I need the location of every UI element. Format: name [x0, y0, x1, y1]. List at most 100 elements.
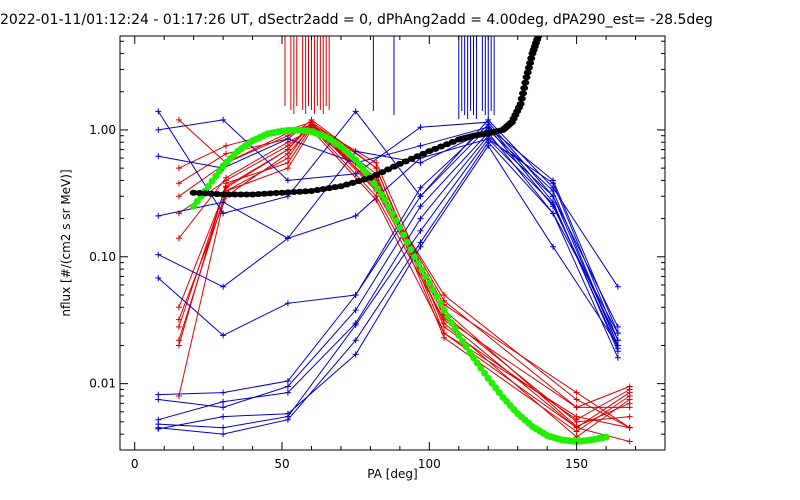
- blue-2-point-0: [155, 126, 162, 133]
- red-8-point-5: [441, 291, 448, 298]
- blue-8-point-2: [284, 383, 291, 390]
- blue-1-point-1: [220, 210, 227, 217]
- blue-2-point-2: [284, 177, 291, 184]
- blue-4-line: [158, 138, 619, 341]
- fit-green-dot-77: [473, 359, 481, 367]
- red-12-line: [178, 129, 630, 429]
- blue-4-point-0: [155, 212, 162, 219]
- fit-green-dot-72: [455, 331, 463, 339]
- fit-black-dot-78: [526, 60, 535, 67]
- fit-black-dot-4: [213, 191, 222, 198]
- blue-12-point-2: [284, 410, 291, 417]
- blue-10-point-4: [417, 227, 424, 234]
- fit-black-dot-19: [301, 188, 310, 195]
- blue-5-point-4: [417, 159, 424, 166]
- fit-green-dot-62: [418, 266, 426, 274]
- red-9-line: [178, 121, 630, 429]
- red-11-point-1: [223, 180, 230, 187]
- fit-green-dot-65: [429, 286, 437, 294]
- red-8-point-6: [573, 396, 580, 403]
- blue-9-point-4: [417, 215, 424, 222]
- blue-2-point-3: [352, 170, 359, 177]
- fit-green-dot-64: [425, 279, 433, 287]
- blue-11-point-1: [220, 431, 227, 438]
- red-7-point-0: [175, 304, 182, 311]
- red-3-point-0: [175, 180, 182, 187]
- blue-5-point-3: [352, 148, 359, 155]
- red-7-point-7: [626, 404, 633, 411]
- blue-10-point-6: [550, 201, 557, 208]
- fit-black-dot-0: [189, 189, 198, 196]
- blue-5-line: [158, 129, 619, 346]
- plot-frame: [119, 35, 666, 451]
- fit-green-dot-81: [488, 379, 496, 387]
- blue-6-line: [157, 123, 619, 352]
- fit-green-dot-70: [447, 319, 455, 327]
- fit-black-dot-18: [295, 188, 304, 195]
- red-9-point-2: [284, 146, 291, 153]
- fit-green-dot-83: [495, 389, 503, 397]
- red-10-point-6: [573, 418, 580, 425]
- chart-title: 2022-01-11/01:12:24 - 01:17:26 UT, dSect…: [0, 12, 713, 28]
- red-11-point-5: [441, 316, 448, 323]
- fit-green-dot-69: [444, 312, 452, 320]
- chart-marks: [155, 36, 633, 446]
- fit-green-dot-4: [204, 182, 212, 190]
- fit-green-dot-57: [400, 231, 408, 239]
- blue-1-point-3: [352, 108, 359, 115]
- fit-green-dot-50: [374, 185, 382, 193]
- blue-7-point-4: [417, 193, 424, 200]
- red-1-point-4: [373, 159, 380, 166]
- blue-12-point-3: [352, 351, 359, 358]
- blue-11-line: [158, 141, 619, 435]
- blue-4-point-1: [220, 199, 227, 206]
- blue-7-point-5: [485, 124, 492, 131]
- red-11-point-7: [626, 438, 633, 445]
- chart-axes: 0 50 100 150 0.01 0.10 1.00: [89, 36, 665, 471]
- fit-green-dot-63: [422, 273, 430, 281]
- blue-1-point-7: [614, 283, 621, 290]
- fit-black-dot-41: [431, 145, 440, 152]
- fit-black-dot-34: [389, 163, 398, 170]
- blue-8-point-3: [352, 307, 359, 314]
- blue-9-point-6: [550, 193, 557, 200]
- fit-green-dot-5: [208, 177, 216, 185]
- blue-8-point-4: [417, 203, 424, 210]
- blue-12-point-7: [614, 342, 621, 349]
- red-11-line: [178, 126, 630, 442]
- fit-green-dot-79: [481, 369, 489, 377]
- blue-6-point-4: [417, 184, 424, 191]
- fit-green-dot-52: [381, 196, 389, 204]
- fit-black-dot-10: [248, 191, 257, 198]
- fit-black-dot-33: [384, 166, 393, 173]
- fit-black-dot-35: [395, 160, 404, 167]
- red-6-point-1: [223, 174, 230, 181]
- blue-3-point-4: [417, 142, 424, 149]
- blue-6-point-1: [220, 332, 227, 339]
- fit-green-dot-58: [403, 238, 411, 246]
- fit-green-dot-59: [407, 245, 415, 253]
- fit-green-dot-54: [389, 210, 396, 218]
- blue-3-point-2: [284, 135, 291, 142]
- red-10-point-7: [626, 413, 633, 420]
- red-9-point-6: [573, 389, 580, 396]
- red-12-point-7: [626, 424, 633, 431]
- fit-black-dot-38: [413, 153, 422, 160]
- fit-green-dot-6: [212, 172, 220, 180]
- blue-10-point-3: [352, 322, 359, 328]
- red-12-point-5: [441, 330, 448, 337]
- red-11-point-2: [284, 159, 291, 166]
- fit-green-dot-82: [492, 384, 500, 392]
- fit-green-dot-49: [370, 179, 378, 187]
- fit-green-dot-56: [396, 224, 404, 232]
- fit-green-dot-55: [392, 217, 400, 225]
- fit-green-dot-7: [215, 167, 223, 175]
- fit-black-dot-44: [448, 138, 457, 145]
- fit-black-dot-40: [425, 148, 434, 155]
- fit-black-dot-3: [207, 190, 216, 197]
- blue-10-line: [158, 138, 619, 429]
- blue-5-point-6: [550, 188, 557, 195]
- y-tick-label-1: 0.10: [89, 250, 116, 264]
- blue-12-point-5: [485, 142, 492, 149]
